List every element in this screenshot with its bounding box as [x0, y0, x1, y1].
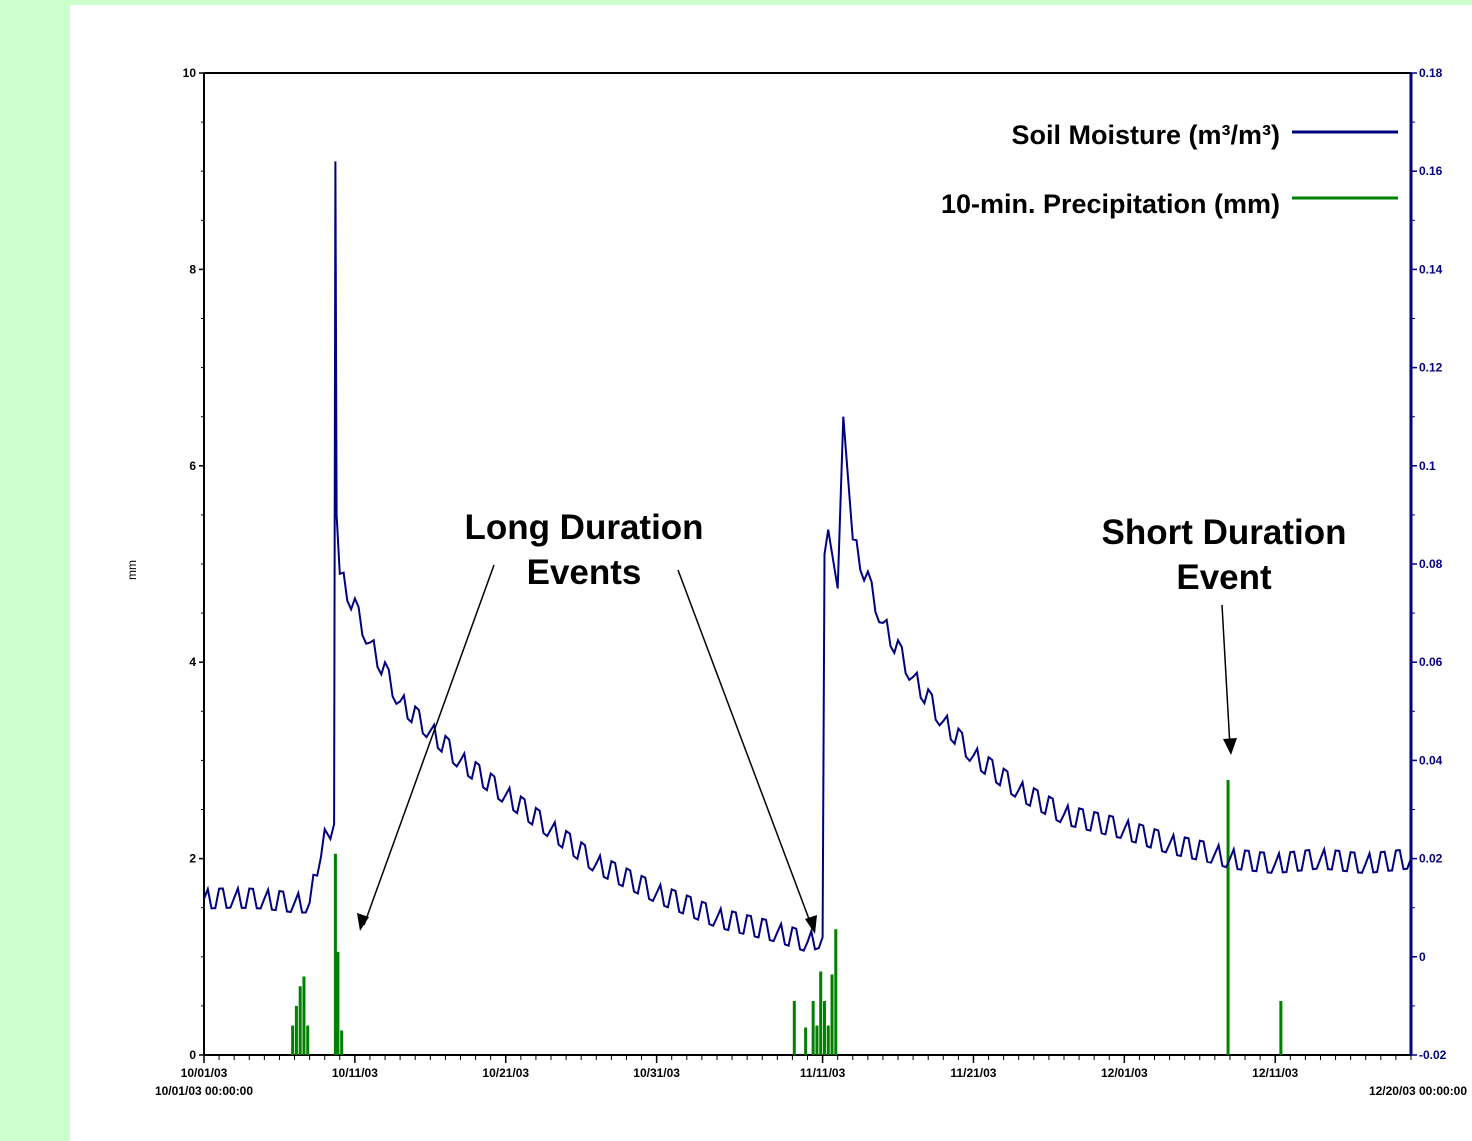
annotation-long-duration-line2: Events: [527, 553, 642, 592]
right-tick-label: 0.16: [1419, 164, 1443, 178]
annotations: Long Duration Events Short Duration Even…: [357, 508, 1346, 934]
soil-moisture-line: [203, 161, 1412, 952]
x-tick-label: 10/21/03: [482, 1066, 529, 1080]
arrow-short-duration: [1221, 604, 1231, 748]
soil-moisture-precipitation-chart: 0 2 4 6 8 10 -0.02 0 0.02 0.04 0.06 0.08 0.1 0.12 0.1…: [125, 66, 1467, 1098]
left-tick-label: 0: [189, 1048, 196, 1062]
x-tick-label: 12/11/03: [1252, 1066, 1298, 1080]
arrow-long-duration-left: [363, 564, 495, 926]
right-tick-label: -0.02: [1419, 1048, 1447, 1062]
x-tick-label: 11/11/03: [800, 1066, 846, 1080]
x-range-end-label: 12/20/03 00:00:00: [1369, 1084, 1467, 1098]
soil-moisture-series: [203, 161, 1412, 952]
x-tick-label: 10/11/03: [332, 1066, 378, 1080]
right-axis-ticks: -0.02 0 0.02 0.04 0.06 0.08 0.1 0.12 0.14 0.16 0.1…: [1411, 66, 1447, 1062]
annotation-short-duration-line1: Short Duration: [1102, 513, 1347, 552]
right-tick-label: 0.12: [1419, 361, 1443, 375]
x-tick-label: 10/31/03: [633, 1066, 680, 1080]
annotation-long-duration-line1: Long Duration: [464, 508, 703, 547]
right-tick-label: 0.08: [1419, 557, 1443, 571]
chart-frame: 0 2 4 6 8 10 -0.02 0 0.02 0.04 0.06 0.08 0.1 0.12 0.1…: [70, 5, 1472, 1141]
right-tick-label: 0: [1419, 950, 1426, 964]
right-tick-label: 0.06: [1419, 655, 1443, 669]
arrow-short-duration-head: [1223, 738, 1237, 755]
legend: Soil Moisture (m³/m³) 10-min. Precipitat…: [941, 120, 1398, 219]
right-tick-label: 0.18: [1419, 66, 1443, 80]
arrow-long-duration-right: [677, 569, 813, 928]
left-tick-label: 4: [189, 655, 196, 669]
right-tick-label: 0.04: [1419, 753, 1443, 767]
left-tick-label: 2: [189, 852, 196, 866]
arrow-long-duration-right-head: [805, 915, 817, 934]
annotation-short-duration-line2: Event: [1176, 558, 1272, 597]
x-tick-label: 11/21/03: [950, 1066, 996, 1080]
y-axis-label: mm: [125, 560, 139, 580]
x-tick-label: 12/01/03: [1101, 1066, 1148, 1080]
left-tick-label: 8: [189, 262, 196, 276]
right-tick-label: 0.02: [1419, 852, 1443, 866]
left-axis-ticks: 0 2 4 6 8 10: [183, 66, 204, 1062]
right-tick-label: 0.14: [1419, 262, 1443, 276]
x-range-start-label: 10/01/03 00:00:00: [155, 1084, 253, 1098]
legend-label-soil-moisture: Soil Moisture (m³/m³): [1012, 120, 1281, 150]
arrow-long-duration-left-head: [357, 913, 369, 931]
precipitation-series: [291, 780, 1283, 1055]
right-tick-label: 0.1: [1419, 459, 1436, 473]
legend-label-precipitation: 10-min. Precipitation (mm): [941, 189, 1280, 219]
left-tick-label: 6: [189, 459, 196, 473]
x-tick-label: 10/01/03: [181, 1066, 228, 1080]
left-tick-label: 10: [183, 66, 197, 80]
x-axis-ticks: 10/01/03 10/11/03 10/21/03 10/31/03 11/11/03…: [181, 1055, 1412, 1080]
